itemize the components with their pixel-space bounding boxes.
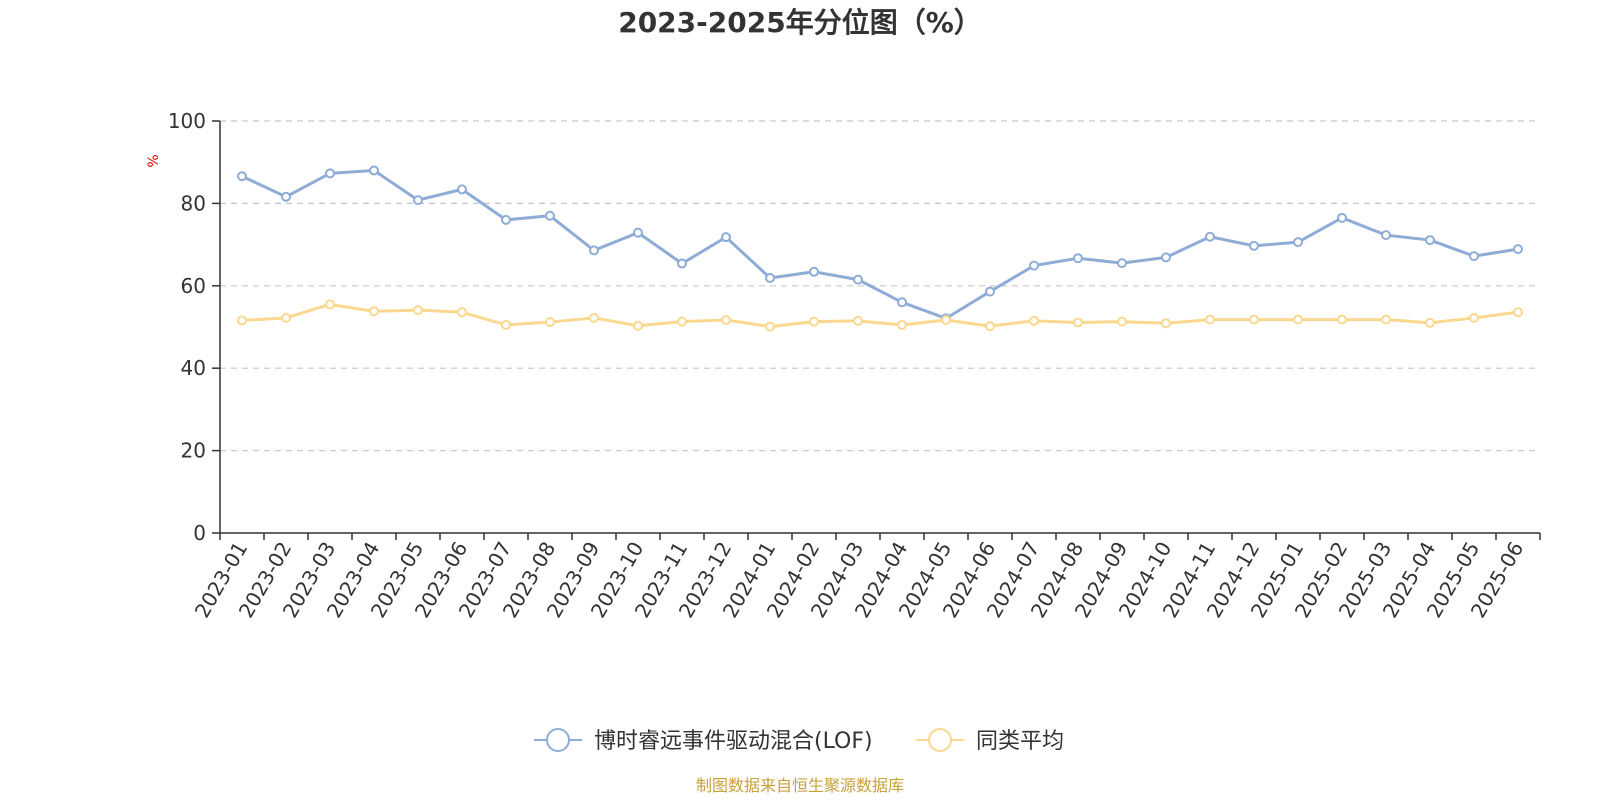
data-point bbox=[281, 312, 291, 323]
data-point bbox=[809, 266, 819, 277]
data-point bbox=[501, 214, 511, 225]
data-point bbox=[545, 210, 555, 221]
legend-item-2[interactable]: 同类平均 bbox=[916, 728, 1064, 754]
data-point bbox=[721, 314, 731, 325]
legend-marker bbox=[928, 728, 952, 752]
data-point bbox=[1073, 317, 1083, 328]
data-point bbox=[413, 195, 423, 206]
series-line-2 bbox=[241, 302, 1519, 329]
data-point bbox=[1469, 251, 1479, 262]
chart-title: 2023-2025年分位图（%） bbox=[618, 6, 982, 39]
data-point bbox=[985, 321, 995, 332]
data-point bbox=[897, 297, 907, 308]
data-point bbox=[1249, 314, 1259, 325]
data-point bbox=[721, 232, 731, 243]
data-point bbox=[1205, 231, 1215, 242]
data-point bbox=[1117, 316, 1127, 327]
data-source-note: 制图数据来自恒生聚源数据库 bbox=[696, 776, 904, 795]
y-tick-label: 20 bbox=[181, 439, 206, 463]
data-point bbox=[457, 307, 467, 318]
legend-label: 博时睿远事件驱动混合(LOF) bbox=[594, 729, 873, 754]
data-point bbox=[369, 165, 379, 176]
data-point bbox=[985, 286, 995, 297]
data-point bbox=[897, 319, 907, 330]
data-point bbox=[941, 314, 951, 325]
data-point bbox=[1425, 235, 1435, 246]
legend-item-1[interactable]: 博时睿远事件驱动混合(LOF) bbox=[534, 728, 873, 754]
legend[interactable]: 博时睿远事件驱动混合(LOF) 同类平均 bbox=[534, 728, 1064, 754]
data-point bbox=[1381, 230, 1391, 241]
data-point bbox=[1029, 315, 1039, 326]
data-point bbox=[1293, 237, 1303, 248]
data-point bbox=[1205, 314, 1215, 325]
data-point bbox=[589, 245, 599, 256]
data-point bbox=[237, 315, 247, 326]
x-tick-labels: 2023-012023-022023-032023-042023-052023-… bbox=[190, 538, 1529, 622]
data-point bbox=[1117, 258, 1127, 269]
y-tick-label: 0 bbox=[193, 521, 206, 545]
data-point bbox=[1469, 312, 1479, 323]
data-point bbox=[369, 306, 379, 317]
gridlines bbox=[220, 120, 1540, 452]
data-point bbox=[1513, 307, 1523, 318]
data-point bbox=[1073, 253, 1083, 264]
data-point bbox=[853, 274, 863, 285]
data-point bbox=[1513, 244, 1523, 255]
axes bbox=[212, 120, 1541, 540]
data-point bbox=[1293, 314, 1303, 325]
data-point bbox=[677, 316, 687, 327]
data-point bbox=[809, 316, 819, 327]
y-tick-labels: 0 20 40 60 80 100 bbox=[168, 109, 206, 545]
y-tick-label: 80 bbox=[181, 191, 206, 215]
data-point bbox=[501, 319, 511, 330]
data-point bbox=[1249, 240, 1259, 251]
data-point bbox=[237, 171, 247, 182]
data-point bbox=[1161, 318, 1171, 329]
series-lines bbox=[237, 165, 1523, 332]
data-point bbox=[677, 258, 687, 269]
data-point bbox=[1029, 260, 1039, 271]
data-point bbox=[281, 191, 291, 202]
data-point bbox=[589, 312, 599, 323]
legend-label: 同类平均 bbox=[976, 729, 1064, 754]
data-point bbox=[545, 317, 555, 328]
data-point bbox=[1337, 212, 1347, 223]
data-point bbox=[765, 272, 775, 283]
data-point bbox=[325, 299, 335, 310]
data-point bbox=[1381, 314, 1391, 325]
data-point bbox=[633, 227, 643, 238]
data-point bbox=[853, 315, 863, 326]
series-line-1 bbox=[241, 168, 1519, 320]
y-tick-label: 100 bbox=[168, 109, 206, 133]
y-tick-label: 40 bbox=[181, 356, 206, 380]
data-point bbox=[413, 305, 423, 316]
data-point bbox=[457, 184, 467, 195]
y-axis-label: % bbox=[146, 154, 162, 167]
data-point bbox=[325, 168, 335, 179]
data-point bbox=[633, 320, 643, 331]
data-point bbox=[1337, 314, 1347, 325]
data-point bbox=[765, 321, 775, 332]
y-tick-label: 60 bbox=[181, 274, 206, 298]
data-point bbox=[1161, 252, 1171, 263]
data-point bbox=[1425, 317, 1435, 328]
legend-marker bbox=[546, 728, 570, 752]
